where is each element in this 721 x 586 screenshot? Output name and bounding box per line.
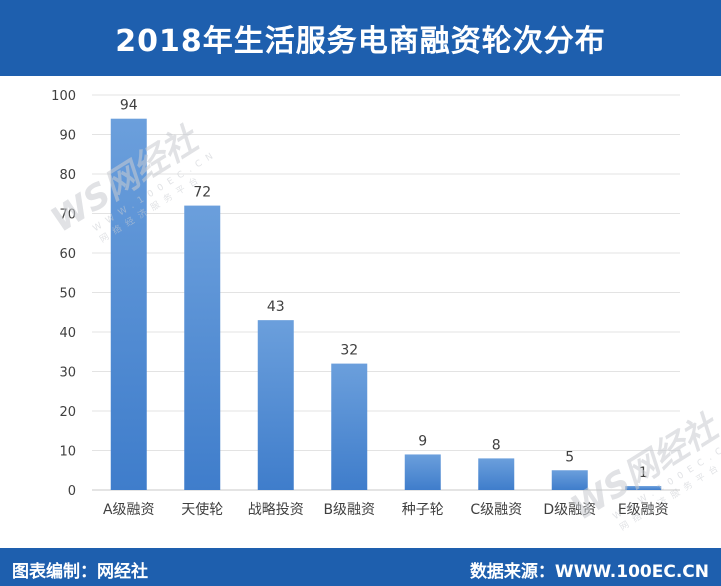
x-tick-label: 种子轮 [402,502,444,518]
chart-area: 0 10 20 30 40 50 60 70 80 90 100 94 A级融资 72 天使轮 43 战略投资 3… [0,76,721,548]
bar [404,454,441,490]
bar [551,470,588,490]
x-tick-label: 天使轮 [181,501,223,518]
data-label: 8 [492,437,501,453]
y-tick-label: 10 [59,445,76,460]
y-tick-label: 80 [59,168,76,183]
data-label: 43 [267,299,285,315]
x-tick-label: E级融资 [618,502,669,518]
footer-source: 数据来源：WWW.100EC.CN [469,562,709,582]
y-tick-label: 0 [68,484,76,499]
y-tick-label: 40 [59,326,76,341]
y-tick-label: 60 [59,247,76,262]
y-tick-label: 50 [59,287,76,302]
chart-title: 2018年生活服务电商融资轮次分布 [115,24,606,59]
data-label: 5 [565,449,574,465]
bar [625,486,662,490]
x-tick-label: D级融资 [543,502,596,518]
bar [331,363,368,490]
bar [257,320,294,490]
x-tick-label: B级融资 [323,502,375,518]
x-tick-label: 战略投资 [248,502,304,518]
data-label: 1 [639,465,648,481]
footer-banner: 图表编制：网经社 数据来源：WWW.100EC.CN [0,548,721,586]
data-label: 32 [340,343,358,359]
bar [110,118,147,490]
y-tick-label: 70 [59,208,76,223]
footer-credit: 图表编制：网经社 [12,562,148,582]
data-label: 72 [193,185,211,201]
x-tick-label: C级融资 [470,502,522,518]
y-tick-label: 100 [51,89,76,104]
data-label: 94 [120,98,138,114]
title-banner: 2018年生活服务电商融资轮次分布 [0,0,721,76]
bar-chart: 0 10 20 30 40 50 60 70 80 90 100 94 A级融资 72 天使轮 43 战略投资 3… [51,89,680,518]
data-label: 9 [418,433,427,449]
bar [184,205,221,490]
y-tick-label: 20 [59,405,76,420]
x-tick-label: A级融资 [103,502,155,518]
y-tick-label: 30 [59,366,76,381]
y-tick-label: 90 [59,129,76,144]
bar [478,458,515,490]
